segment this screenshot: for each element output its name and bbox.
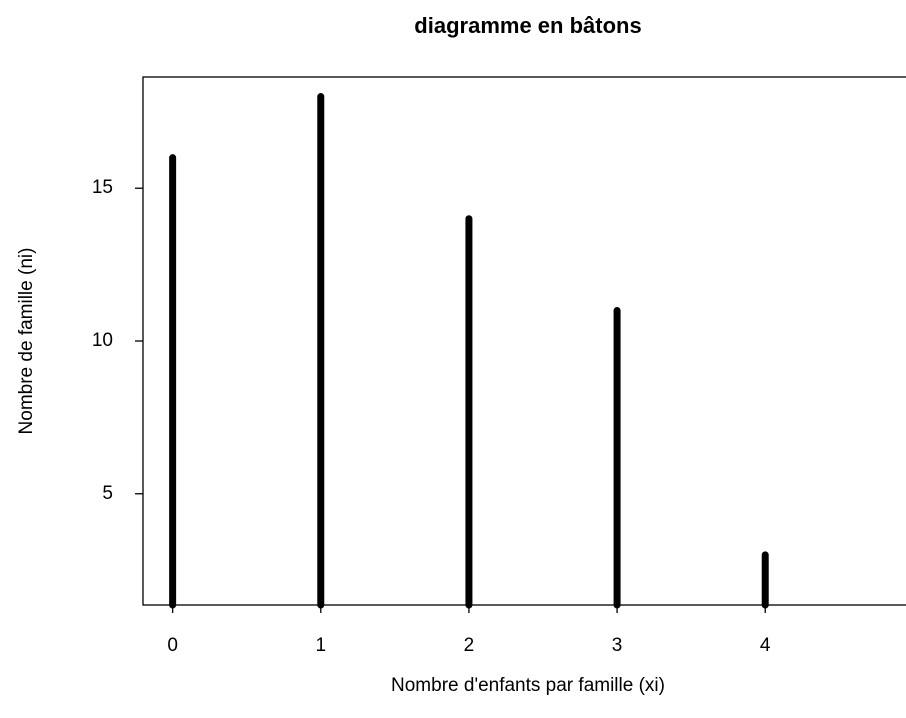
x-tick-label: 2 xyxy=(464,635,475,656)
x-axis-label: Nombre d'enfants par famille (xi) xyxy=(391,675,665,696)
x-tick-label: 4 xyxy=(760,635,771,656)
plot-box xyxy=(142,76,906,606)
y-axis-label: Nombre de famille (ni) xyxy=(16,248,37,435)
y-tick-label: 15 xyxy=(92,177,113,198)
chart-title: diagramme en bâtons xyxy=(414,13,641,38)
x-tick-label: 1 xyxy=(315,635,326,656)
y-tick-label: 10 xyxy=(92,330,113,351)
x-tick-label: 3 xyxy=(612,635,623,656)
y-tick-label: 5 xyxy=(102,483,113,504)
x-tick-label: 0 xyxy=(167,635,178,656)
